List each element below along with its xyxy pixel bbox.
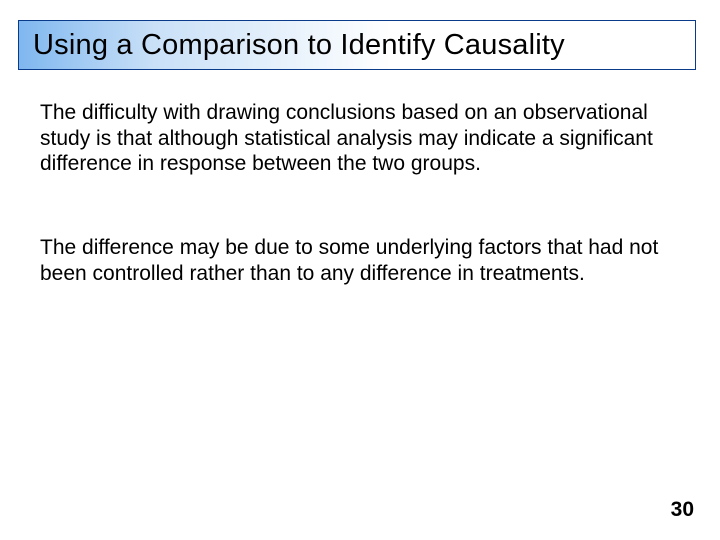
page-number: 30 [671,498,694,522]
title-box: Using a Comparison to Identify Causality [18,20,696,70]
paragraph-2: The difference may be due to some underl… [40,235,668,286]
paragraph-1: The difficulty with drawing conclusions … [40,100,668,177]
slide-title: Using a Comparison to Identify Causality [33,29,565,62]
